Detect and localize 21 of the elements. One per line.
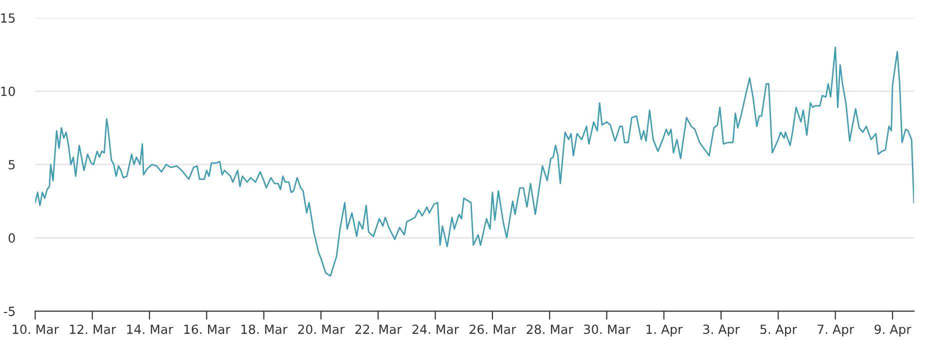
y-tick-label: 10 [1,86,15,96]
x-tick-label: 3. Apr [703,324,740,336]
x-tick-label: 9. Apr [874,324,912,336]
x-tick-label: 26. Mar [470,324,516,334]
x-tick-label: 14. Mar [127,324,174,334]
y-tick-label: 15 [1,13,15,23]
x-tick-label: 5. Apr [760,324,797,336]
x-tick-label: 1. Apr [646,324,683,336]
x-tick-label: 30. Mar [584,324,630,334]
x-tick-label: 12. Mar [70,324,116,334]
x-tick-label: 7. Apr [818,324,854,336]
x-tick-label: 18. Mar [241,324,288,334]
y-tick-label: 0 [8,233,15,243]
x-tick-label: 28. Mar [526,324,574,334]
y-tick-label: 5 [8,160,15,170]
x-tick-label: 10. Mar [12,324,59,334]
x-tick-label: 24. Mar [412,324,459,334]
x-tick-label: 22. Mar [355,324,402,334]
y-tick-label: -5 [4,306,15,316]
x-tick-label: 20. Mar [298,324,345,334]
x-tick-label: 16. Mar [184,324,230,334]
